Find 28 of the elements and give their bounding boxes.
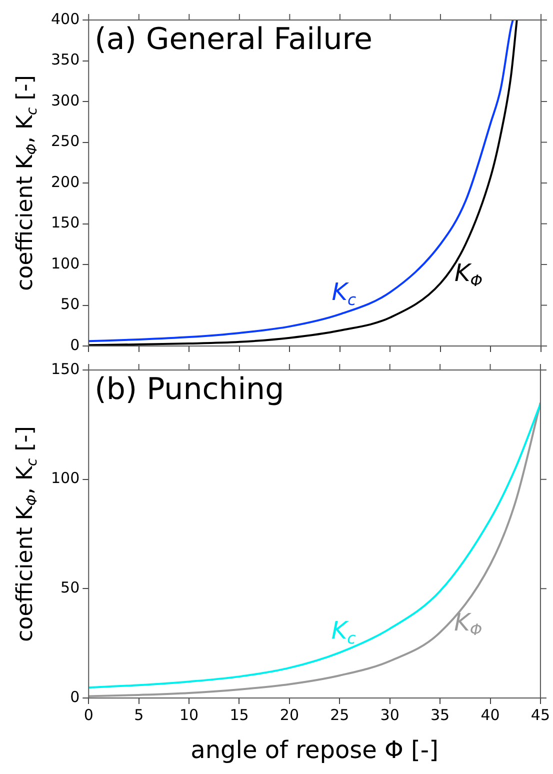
y-tick-label: 350 bbox=[50, 50, 80, 69]
x-tick-label: 25 bbox=[330, 706, 350, 724]
y-axis-title: coefficient KΦ, Kc [-] bbox=[13, 75, 40, 291]
y-axis-title: coefficient KΦ, Kc [-] bbox=[13, 426, 40, 642]
y-tick-label: 250 bbox=[50, 132, 80, 150]
y-tick-label: 150 bbox=[50, 214, 80, 232]
x-tick-label: 30 bbox=[380, 706, 400, 724]
y-tick-label: 50 bbox=[60, 295, 80, 314]
x-tick-label: 20 bbox=[280, 706, 299, 724]
y-tick-label: 200 bbox=[50, 172, 80, 191]
y-tick-label: 400 bbox=[50, 10, 80, 28]
y-tick-label: 100 bbox=[50, 254, 80, 272]
y-tick-label: 150 bbox=[50, 360, 80, 378]
x-axis-title: angle of repose Φ [-] bbox=[190, 736, 438, 764]
x-tick-label: 45 bbox=[530, 706, 550, 724]
x-tick-label: 5 bbox=[134, 706, 144, 724]
x-tick-label: 15 bbox=[230, 706, 249, 724]
x-tick-label: 10 bbox=[179, 706, 199, 724]
x-tick-label: 0 bbox=[84, 706, 94, 724]
y-tick-label: 50 bbox=[60, 578, 80, 597]
y-tick-label: 300 bbox=[50, 91, 80, 110]
y-tick-label: 0 bbox=[70, 688, 80, 706]
chart-title: (a) General Failure bbox=[94, 22, 372, 57]
chart-title: (b) Punching bbox=[94, 372, 284, 407]
y-tick-label: 0 bbox=[70, 336, 80, 354]
x-tick-label: 40 bbox=[480, 706, 500, 724]
x-tick-label: 35 bbox=[430, 706, 450, 724]
y-tick-label: 100 bbox=[50, 469, 80, 488]
